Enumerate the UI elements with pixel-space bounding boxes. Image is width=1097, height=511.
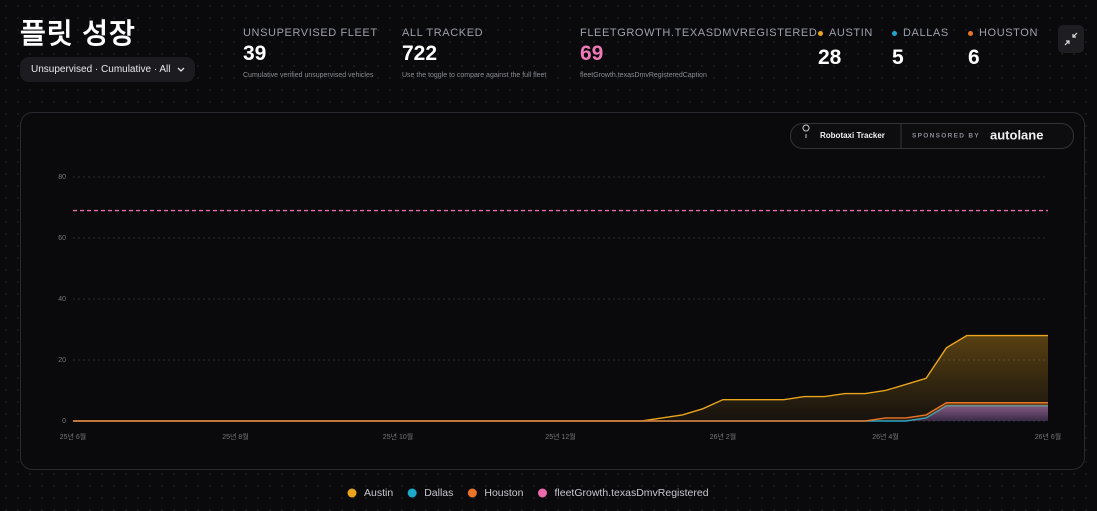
stat-value: 69 — [580, 42, 604, 65]
badge-sponsored: SPONSORED BY — [912, 133, 980, 140]
x-tick-label: 26년 2월 — [710, 432, 737, 441]
collapse-button[interactable] — [1058, 25, 1084, 53]
x-tick-label: 26년 6월 — [1035, 432, 1062, 441]
y-tick-label: 60 — [58, 235, 66, 242]
y-tick-label: 40 — [58, 296, 66, 303]
stat-caption: Use the toggle to compare against the fu… — [402, 72, 547, 79]
area-fill — [73, 402, 1048, 421]
area-fill — [73, 335, 1048, 421]
legend-label: Austin — [364, 487, 393, 499]
chevron-icon — [177, 67, 184, 72]
city-dot — [968, 30, 973, 36]
city-label: DALLAS — [892, 27, 949, 39]
city-label: HOUSTON — [968, 27, 1038, 39]
x-tick-label: 25년 10월 — [383, 432, 413, 441]
x-tick-label: 25년 8월 — [222, 432, 249, 441]
stat-value: 722 — [402, 42, 438, 65]
stat-label: UNSUPERVISED FLEET — [243, 27, 378, 39]
sponsor-badge[interactable]: Robotaxi Tracker SPONSORED BY autolane — [790, 123, 1074, 149]
stat-caption: Cumulative verified unsupervised vehicle… — [243, 72, 374, 79]
y-tick-label: 0 — [62, 418, 66, 425]
legend-swatch — [407, 488, 417, 498]
city-value: 6 — [968, 46, 980, 69]
legend-label: Dallas — [424, 487, 453, 499]
filter-label: Unsupervised · Cumulative · All — [31, 64, 171, 75]
collapse-icon — [1064, 32, 1078, 46]
badge-tracker: Robotaxi Tracker — [820, 131, 885, 140]
stat-label: ALL TRACKED — [402, 27, 484, 39]
x-tick-label: 26년 4월 — [872, 432, 899, 441]
filter-dropdown[interactable]: Unsupervised · Cumulative · All — [20, 57, 195, 82]
city-label: AUSTIN — [818, 27, 873, 39]
badge-frame — [790, 123, 1074, 149]
city-dot — [892, 30, 897, 36]
legend-label: Houston — [484, 487, 523, 499]
badge-sponsor: autolane — [990, 127, 1043, 142]
city-name: AUSTIN — [829, 27, 873, 39]
stat-caption: fleetGrowth.texasDmvRegisteredCaption — [580, 72, 707, 79]
chart-card — [20, 112, 1085, 470]
legend-swatch — [537, 488, 547, 498]
pin-icon — [802, 124, 810, 138]
y-tick-label: 80 — [58, 174, 66, 181]
y-tick-label: 20 — [58, 357, 66, 364]
legend-label: fleetGrowth.texasDmvRegistered — [554, 487, 708, 499]
stat-label: FLEETGROWTH.TEXASDMVREGISTERED — [580, 27, 818, 39]
x-tick-label: 25년 6월 — [60, 432, 87, 441]
city-value: 28 — [818, 46, 842, 69]
legend-swatch — [467, 488, 477, 498]
page-title: 플릿 성장 — [20, 18, 136, 49]
city-dot — [818, 30, 823, 36]
series-line — [73, 402, 1048, 422]
city-name: HOUSTON — [979, 27, 1039, 39]
plot: 0 20 40 60 80 25년 6월 25년 8월 25년 10월 25년 12월 26년 2… — [58, 174, 1061, 441]
stat-value: 39 — [243, 42, 267, 65]
legend-swatch — [347, 488, 357, 498]
x-tick-label: 25년 12월 — [545, 432, 575, 441]
city-value: 5 — [892, 46, 904, 69]
city-name: DALLAS — [903, 27, 949, 39]
